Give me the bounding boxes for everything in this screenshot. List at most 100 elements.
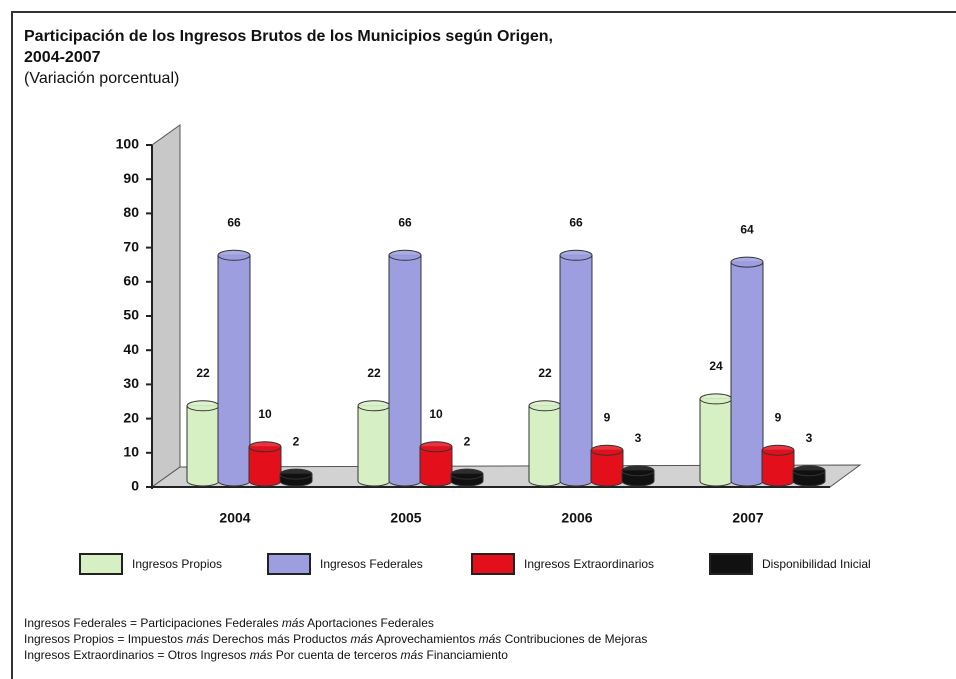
bar-top <box>792 465 826 477</box>
bar <box>186 400 220 487</box>
footnote-part: Derechos más Productos <box>209 632 350 646</box>
chart-title: Participación de los Ingresos Brutos de … <box>24 28 553 45</box>
y-tick-label: 30 <box>123 375 139 391</box>
footnote-part: Aportaciones Federales <box>304 616 433 630</box>
y-tick-label: 50 <box>123 307 139 323</box>
bar-fill <box>731 262 763 481</box>
footnote-part: Por cuenta de terceros <box>272 648 400 662</box>
bar-top <box>419 441 453 453</box>
value-label: 2 <box>464 434 471 448</box>
bar-fill <box>389 255 421 481</box>
footnote: Ingresos Extraordinarios = Otros Ingreso… <box>24 648 508 662</box>
bar <box>590 444 624 487</box>
value-label: 66 <box>398 215 412 229</box>
value-label: 22 <box>367 366 381 380</box>
bar <box>388 249 422 487</box>
bar <box>248 441 282 487</box>
value-label: 64 <box>740 222 754 236</box>
value-label: 22 <box>196 366 210 380</box>
x-tick-label: 2006 <box>561 510 592 526</box>
bar-fill <box>529 405 561 481</box>
bar-top <box>186 400 220 412</box>
x-tick-label: 2005 <box>390 510 421 526</box>
footnote-part: más <box>250 648 273 662</box>
legend-label: Disponibilidad Inicial <box>762 557 871 571</box>
bar <box>792 465 826 487</box>
footnote-part: Ingresos Extraordinarios = Otros Ingreso… <box>24 648 250 662</box>
y-tick-label: 10 <box>123 444 139 460</box>
value-label: 10 <box>429 407 443 421</box>
value-label: 66 <box>227 215 241 229</box>
y-tick-label: 100 <box>116 136 140 152</box>
bar <box>559 249 593 487</box>
bar <box>217 249 251 487</box>
bar-top <box>388 249 422 261</box>
x-tick-label: 2007 <box>732 510 763 526</box>
value-label: 22 <box>538 366 552 380</box>
footnote-part: más <box>351 632 374 646</box>
footnote-part: más <box>401 648 424 662</box>
bar-top <box>699 393 733 405</box>
legend-swatch <box>471 553 515 575</box>
bar <box>357 400 391 487</box>
y-tick-label: 60 <box>123 273 139 289</box>
bar-fill <box>560 255 592 481</box>
bar-fill <box>218 255 250 481</box>
value-label: 24 <box>709 359 723 373</box>
value-label: 3 <box>806 431 813 445</box>
bar-fill <box>249 446 281 481</box>
legend-label: Ingresos Propios <box>132 557 222 571</box>
footnote-part: más <box>186 632 209 646</box>
footnote-part: Contribuciones de Mejoras <box>501 632 647 646</box>
legend-swatch <box>79 553 123 575</box>
legend-swatch <box>267 553 311 575</box>
value-label: 3 <box>635 431 642 445</box>
footnote: Ingresos Federales = Participaciones Fed… <box>24 616 434 630</box>
bar-top <box>730 256 764 268</box>
bar <box>730 256 764 487</box>
bar-top <box>248 441 282 453</box>
bar <box>761 444 795 487</box>
back-wall <box>151 124 181 488</box>
y-tick-label: 70 <box>123 238 139 254</box>
footnote-part: Financiamiento <box>423 648 508 662</box>
bar-top <box>590 444 624 456</box>
bar <box>528 400 562 487</box>
chart-subtitle: (Variación porcentual) <box>24 70 179 87</box>
bar-top <box>357 400 391 412</box>
bar <box>279 468 313 487</box>
bar <box>450 468 484 487</box>
legend-label: Ingresos Federales <box>320 557 423 571</box>
bar-top <box>528 400 562 412</box>
footnote-part: Ingresos Federales = Participaciones Fed… <box>24 616 282 630</box>
legend-label: Ingresos Extraordinarios <box>524 557 654 571</box>
value-label: 9 <box>775 410 782 424</box>
x-tick-label: 2004 <box>219 510 250 526</box>
y-tick-label: 40 <box>123 341 139 357</box>
legend-swatch <box>709 553 753 575</box>
value-label: 66 <box>569 215 583 229</box>
value-label: 9 <box>604 410 611 424</box>
y-tick-label: 80 <box>123 204 139 220</box>
bar-top <box>559 249 593 261</box>
bar-fill <box>187 405 219 481</box>
chart-title: 2004-2007 <box>24 49 101 66</box>
bar-top <box>450 468 484 480</box>
y-tick-label: 90 <box>123 170 139 186</box>
bar-top <box>761 444 795 456</box>
value-label: 10 <box>258 407 272 421</box>
footnote-part: Aprovechamientos <box>373 632 478 646</box>
footnote-part: Ingresos Propios = Impuestos <box>24 632 186 646</box>
footnote: Ingresos Propios = Impuestos más Derecho… <box>24 632 647 646</box>
value-label: 2 <box>293 434 300 448</box>
bar-fill <box>420 446 452 481</box>
y-tick-label: 20 <box>123 409 139 425</box>
bar-top <box>621 465 655 477</box>
bar-top <box>279 468 313 480</box>
bar <box>699 393 733 487</box>
bar <box>419 441 453 487</box>
bar <box>621 465 655 487</box>
bar-top <box>217 249 251 261</box>
